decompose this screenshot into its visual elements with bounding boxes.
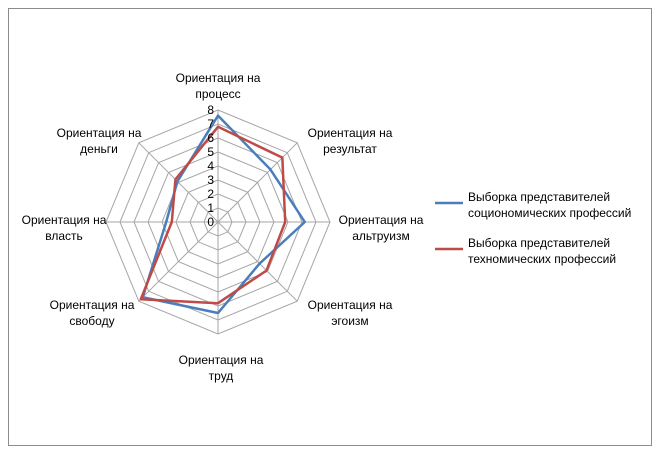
- tick-label: 6: [207, 131, 214, 145]
- tick-label: 3: [207, 173, 214, 187]
- tick-label: 2: [207, 187, 214, 201]
- tick-label: 1: [207, 201, 214, 215]
- spoke-line: [217, 221, 298, 302]
- tick-label: 4: [207, 159, 214, 173]
- category-label: Ориентация на власть: [22, 213, 107, 243]
- radar-series: [139, 114, 307, 315]
- spoke-line: [217, 142, 298, 223]
- category-label: Ориентация на деньги: [57, 126, 142, 156]
- category-label: Ориентация на процесс: [176, 71, 261, 101]
- legend-entry-1: Выборка представителей социономических пр…: [468, 190, 631, 220]
- category-label: Ориентация на результат: [308, 126, 393, 156]
- category-label: Ориентация на свободу: [50, 298, 135, 328]
- radar-grid: [105, 109, 331, 335]
- category-labels: Ориентация на процесс Ориентация на результ…: [22, 71, 424, 383]
- spoke-line: [138, 221, 219, 302]
- tick-label: 0: [207, 215, 214, 229]
- category-label: Ориентация на труд: [179, 353, 264, 383]
- series-line-2: [139, 125, 287, 305]
- category-label: Ориентация на альтруизм: [339, 213, 424, 243]
- tick-label: 7: [207, 117, 214, 131]
- tick-label: 8: [207, 103, 214, 117]
- legend-entry-2: Выборка представителей техномических проф…: [468, 236, 616, 266]
- tick-label: 5: [207, 145, 214, 159]
- legend: Выборка представителей социономических пр…: [435, 190, 631, 266]
- category-label: Ориентация на эгоизм: [308, 298, 393, 328]
